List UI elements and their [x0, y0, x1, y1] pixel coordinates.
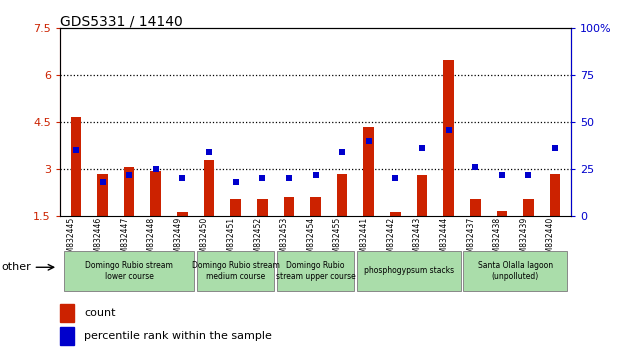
Text: Domingo Rubio
stream upper course: Domingo Rubio stream upper course [276, 261, 355, 281]
Bar [283, 197, 294, 216]
Bar [230, 199, 241, 216]
Text: GSM832443: GSM832443 [413, 217, 422, 263]
Point [337, 149, 347, 155]
Text: GSM832454: GSM832454 [307, 217, 316, 263]
Point [124, 172, 134, 177]
Bar [523, 199, 534, 216]
FancyBboxPatch shape [463, 251, 567, 291]
Point [204, 149, 214, 155]
Text: GSM832450: GSM832450 [200, 217, 209, 263]
Point [524, 172, 534, 177]
Bar [363, 127, 374, 216]
Bar [204, 160, 215, 216]
Bar [60, 327, 74, 345]
Point [97, 179, 107, 185]
Bar [444, 59, 454, 216]
Text: other: other [1, 262, 31, 272]
FancyBboxPatch shape [277, 251, 354, 291]
Bar [550, 174, 560, 216]
Point [497, 172, 507, 177]
Point [284, 176, 294, 181]
Text: GSM832441: GSM832441 [360, 217, 369, 263]
Point [257, 176, 268, 181]
FancyBboxPatch shape [197, 251, 274, 291]
Text: GSM832451: GSM832451 [227, 217, 235, 263]
Bar [150, 171, 161, 216]
Point [550, 145, 560, 151]
Point [230, 179, 240, 185]
Text: GSM832437: GSM832437 [466, 217, 475, 263]
Bar [97, 174, 108, 216]
Bar [71, 118, 81, 216]
Bar [257, 199, 268, 216]
Text: Domingo Rubio stream
lower course: Domingo Rubio stream lower course [85, 261, 173, 281]
FancyBboxPatch shape [357, 251, 461, 291]
Bar [337, 174, 348, 216]
Text: GSM832439: GSM832439 [519, 217, 529, 263]
Text: GSM832448: GSM832448 [147, 217, 156, 263]
Point [391, 176, 401, 181]
Text: GDS5331 / 14140: GDS5331 / 14140 [60, 14, 183, 28]
Text: GSM832442: GSM832442 [386, 217, 396, 263]
FancyBboxPatch shape [64, 251, 194, 291]
Text: GSM832438: GSM832438 [493, 217, 502, 263]
Point [177, 176, 187, 181]
Point [151, 166, 161, 172]
Bar [177, 212, 188, 216]
Bar [60, 304, 74, 321]
Bar [470, 199, 481, 216]
Text: GSM832440: GSM832440 [546, 217, 555, 263]
Text: GSM832447: GSM832447 [120, 217, 129, 263]
Text: Santa Olalla lagoon
(unpolluted): Santa Olalla lagoon (unpolluted) [478, 261, 553, 281]
Text: GSM832452: GSM832452 [253, 217, 262, 263]
Bar [310, 197, 321, 216]
Point [310, 172, 321, 177]
Point [363, 138, 374, 144]
Text: phosphogypsum stacks: phosphogypsum stacks [363, 266, 454, 275]
Point [417, 145, 427, 151]
Bar [390, 212, 401, 216]
Text: count: count [85, 308, 115, 318]
Text: GSM832449: GSM832449 [174, 217, 182, 263]
Point [444, 127, 454, 132]
Text: GSM832455: GSM832455 [333, 217, 342, 263]
Point [71, 147, 81, 153]
Text: GSM832446: GSM832446 [93, 217, 102, 263]
Text: GSM832445: GSM832445 [67, 217, 76, 263]
Text: GSM832453: GSM832453 [280, 217, 289, 263]
Bar [497, 211, 507, 216]
Bar [124, 167, 134, 216]
Text: Domingo Rubio stream
medium course: Domingo Rubio stream medium course [192, 261, 280, 281]
Bar [416, 175, 427, 216]
Point [470, 164, 480, 170]
Text: percentile rank within the sample: percentile rank within the sample [85, 331, 272, 341]
Text: GSM832444: GSM832444 [440, 217, 449, 263]
